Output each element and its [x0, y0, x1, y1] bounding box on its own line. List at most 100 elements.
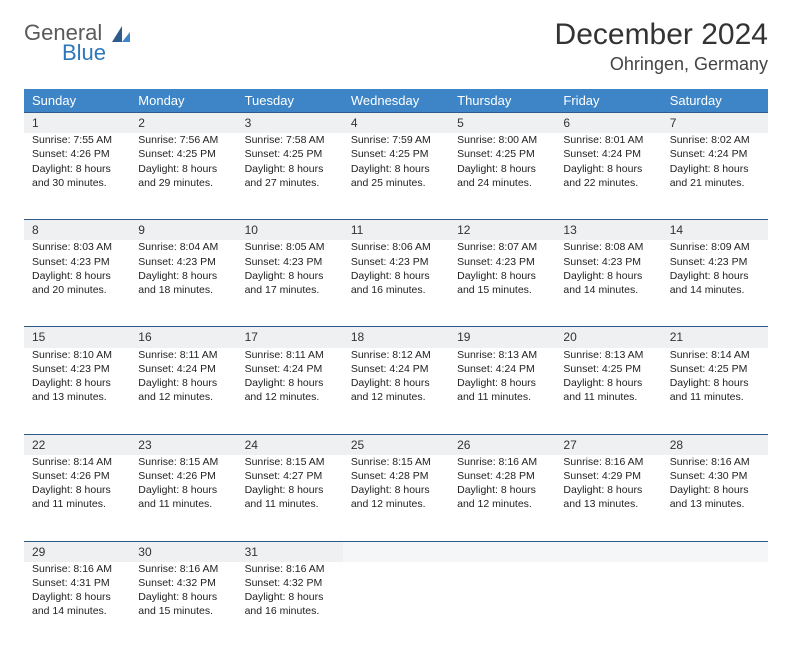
sunrise-line: Sunrise: 7:56 AM	[138, 133, 228, 147]
sunset-line: Sunset: 4:24 PM	[563, 147, 653, 161]
daylight-line-2: and 25 minutes.	[351, 176, 441, 190]
daylight-line-1: Daylight: 8 hours	[457, 162, 547, 176]
day-number-bar: 19	[449, 326, 555, 347]
calendar-day-cell: 5Sunrise: 8:00 AMSunset: 4:25 PMDaylight…	[449, 112, 555, 219]
logo-sail-icon	[110, 24, 132, 51]
sunset-line: Sunset: 4:24 PM	[138, 362, 228, 376]
daylight-line-2: and 29 minutes.	[138, 176, 228, 190]
daylight-line-1: Daylight: 8 hours	[670, 269, 760, 283]
calendar-day-cell	[662, 541, 768, 648]
day-details: Sunrise: 8:12 AMSunset: 4:24 PMDaylight:…	[343, 348, 449, 434]
day-details: Sunrise: 8:14 AMSunset: 4:25 PMDaylight:…	[662, 348, 768, 434]
daylight-line-1: Daylight: 8 hours	[351, 376, 441, 390]
sunrise-line: Sunrise: 8:14 AM	[670, 348, 760, 362]
daylight-line-2: and 24 minutes.	[457, 176, 547, 190]
sunset-line: Sunset: 4:23 PM	[670, 255, 760, 269]
daylight-line-2: and 16 minutes.	[351, 283, 441, 297]
sunrise-line: Sunrise: 8:16 AM	[138, 562, 228, 576]
calendar-day-cell: 1Sunrise: 7:55 AMSunset: 4:26 PMDaylight…	[24, 112, 130, 219]
daylight-line-1: Daylight: 8 hours	[670, 162, 760, 176]
sunset-line: Sunset: 4:25 PM	[351, 147, 441, 161]
calendar-day-cell: 7Sunrise: 8:02 AMSunset: 4:24 PMDaylight…	[662, 112, 768, 219]
sunrise-line: Sunrise: 8:11 AM	[245, 348, 335, 362]
brand-logo: General Blue	[24, 18, 132, 64]
daylight-line-1: Daylight: 8 hours	[245, 376, 335, 390]
calendar-day-cell: 26Sunrise: 8:16 AMSunset: 4:28 PMDayligh…	[449, 434, 555, 541]
sunrise-line: Sunrise: 8:14 AM	[32, 455, 122, 469]
sunset-line: Sunset: 4:25 PM	[670, 362, 760, 376]
day-number-bar: 25	[343, 434, 449, 455]
daylight-line-1: Daylight: 8 hours	[563, 269, 653, 283]
day-number-bar: 15	[24, 326, 130, 347]
day-number-bar: 26	[449, 434, 555, 455]
sunrise-line: Sunrise: 8:16 AM	[563, 455, 653, 469]
day-details: Sunrise: 7:59 AMSunset: 4:25 PMDaylight:…	[343, 133, 449, 219]
daylight-line-2: and 17 minutes.	[245, 283, 335, 297]
day-number-bar: 9	[130, 219, 236, 240]
sunset-line: Sunset: 4:24 PM	[351, 362, 441, 376]
calendar-day-cell: 11Sunrise: 8:06 AMSunset: 4:23 PMDayligh…	[343, 219, 449, 326]
daylight-line-2: and 12 minutes.	[351, 497, 441, 511]
daylight-line-2: and 11 minutes.	[670, 390, 760, 404]
sunset-line: Sunset: 4:25 PM	[138, 147, 228, 161]
day-number-bar: 8	[24, 219, 130, 240]
calendar-day-cell: 25Sunrise: 8:15 AMSunset: 4:28 PMDayligh…	[343, 434, 449, 541]
daylight-line-1: Daylight: 8 hours	[32, 269, 122, 283]
day-details: Sunrise: 8:13 AMSunset: 4:25 PMDaylight:…	[555, 348, 661, 434]
daylight-line-2: and 13 minutes.	[670, 497, 760, 511]
calendar-table: SundayMondayTuesdayWednesdayThursdayFrid…	[24, 89, 768, 648]
day-number-bar: 27	[555, 434, 661, 455]
day-details: Sunrise: 8:07 AMSunset: 4:23 PMDaylight:…	[449, 240, 555, 326]
sunset-line: Sunset: 4:23 PM	[245, 255, 335, 269]
weekday-header: Monday	[130, 89, 236, 112]
sunrise-line: Sunrise: 8:06 AM	[351, 240, 441, 254]
calendar-week-row: 1Sunrise: 7:55 AMSunset: 4:26 PMDaylight…	[24, 112, 768, 219]
sunset-line: Sunset: 4:23 PM	[457, 255, 547, 269]
day-number-bar: 13	[555, 219, 661, 240]
sunrise-line: Sunrise: 8:16 AM	[32, 562, 122, 576]
sunset-line: Sunset: 4:31 PM	[32, 576, 122, 590]
day-details: Sunrise: 7:55 AMSunset: 4:26 PMDaylight:…	[24, 133, 130, 219]
daylight-line-1: Daylight: 8 hours	[457, 483, 547, 497]
sunrise-line: Sunrise: 8:04 AM	[138, 240, 228, 254]
daylight-line-2: and 13 minutes.	[32, 390, 122, 404]
calendar-day-cell: 27Sunrise: 8:16 AMSunset: 4:29 PMDayligh…	[555, 434, 661, 541]
day-details: Sunrise: 8:14 AMSunset: 4:26 PMDaylight:…	[24, 455, 130, 541]
day-details: Sunrise: 8:13 AMSunset: 4:24 PMDaylight:…	[449, 348, 555, 434]
daylight-line-2: and 21 minutes.	[670, 176, 760, 190]
sunrise-line: Sunrise: 8:16 AM	[457, 455, 547, 469]
location-label: Ohringen, Germany	[555, 54, 768, 75]
daylight-line-1: Daylight: 8 hours	[457, 269, 547, 283]
daylight-line-2: and 12 minutes.	[457, 497, 547, 511]
day-details: Sunrise: 8:10 AMSunset: 4:23 PMDaylight:…	[24, 348, 130, 434]
daylight-line-1: Daylight: 8 hours	[32, 483, 122, 497]
day-number-bar: 16	[130, 326, 236, 347]
daylight-line-2: and 13 minutes.	[563, 497, 653, 511]
daylight-line-1: Daylight: 8 hours	[138, 590, 228, 604]
day-number-bar: 14	[662, 219, 768, 240]
daylight-line-1: Daylight: 8 hours	[563, 483, 653, 497]
calendar-day-cell: 30Sunrise: 8:16 AMSunset: 4:32 PMDayligh…	[130, 541, 236, 648]
weekday-header: Tuesday	[237, 89, 343, 112]
sunrise-line: Sunrise: 8:12 AM	[351, 348, 441, 362]
sunset-line: Sunset: 4:24 PM	[670, 147, 760, 161]
day-details: Sunrise: 8:15 AMSunset: 4:27 PMDaylight:…	[237, 455, 343, 541]
calendar-week-row: 29Sunrise: 8:16 AMSunset: 4:31 PMDayligh…	[24, 541, 768, 648]
daylight-line-2: and 18 minutes.	[138, 283, 228, 297]
day-details: Sunrise: 8:16 AMSunset: 4:29 PMDaylight:…	[555, 455, 661, 541]
day-number-bar: 7	[662, 112, 768, 133]
daylight-line-2: and 20 minutes.	[32, 283, 122, 297]
daylight-line-2: and 12 minutes.	[351, 390, 441, 404]
sunset-line: Sunset: 4:28 PM	[351, 469, 441, 483]
day-number-bar: 18	[343, 326, 449, 347]
day-details: Sunrise: 8:04 AMSunset: 4:23 PMDaylight:…	[130, 240, 236, 326]
daylight-line-2: and 30 minutes.	[32, 176, 122, 190]
day-number-bar: 23	[130, 434, 236, 455]
weekday-header: Saturday	[662, 89, 768, 112]
day-number-bar: 22	[24, 434, 130, 455]
sunset-line: Sunset: 4:24 PM	[457, 362, 547, 376]
day-number-bar: 24	[237, 434, 343, 455]
day-details: Sunrise: 8:08 AMSunset: 4:23 PMDaylight:…	[555, 240, 661, 326]
sunset-line: Sunset: 4:24 PM	[245, 362, 335, 376]
sunset-line: Sunset: 4:25 PM	[563, 362, 653, 376]
